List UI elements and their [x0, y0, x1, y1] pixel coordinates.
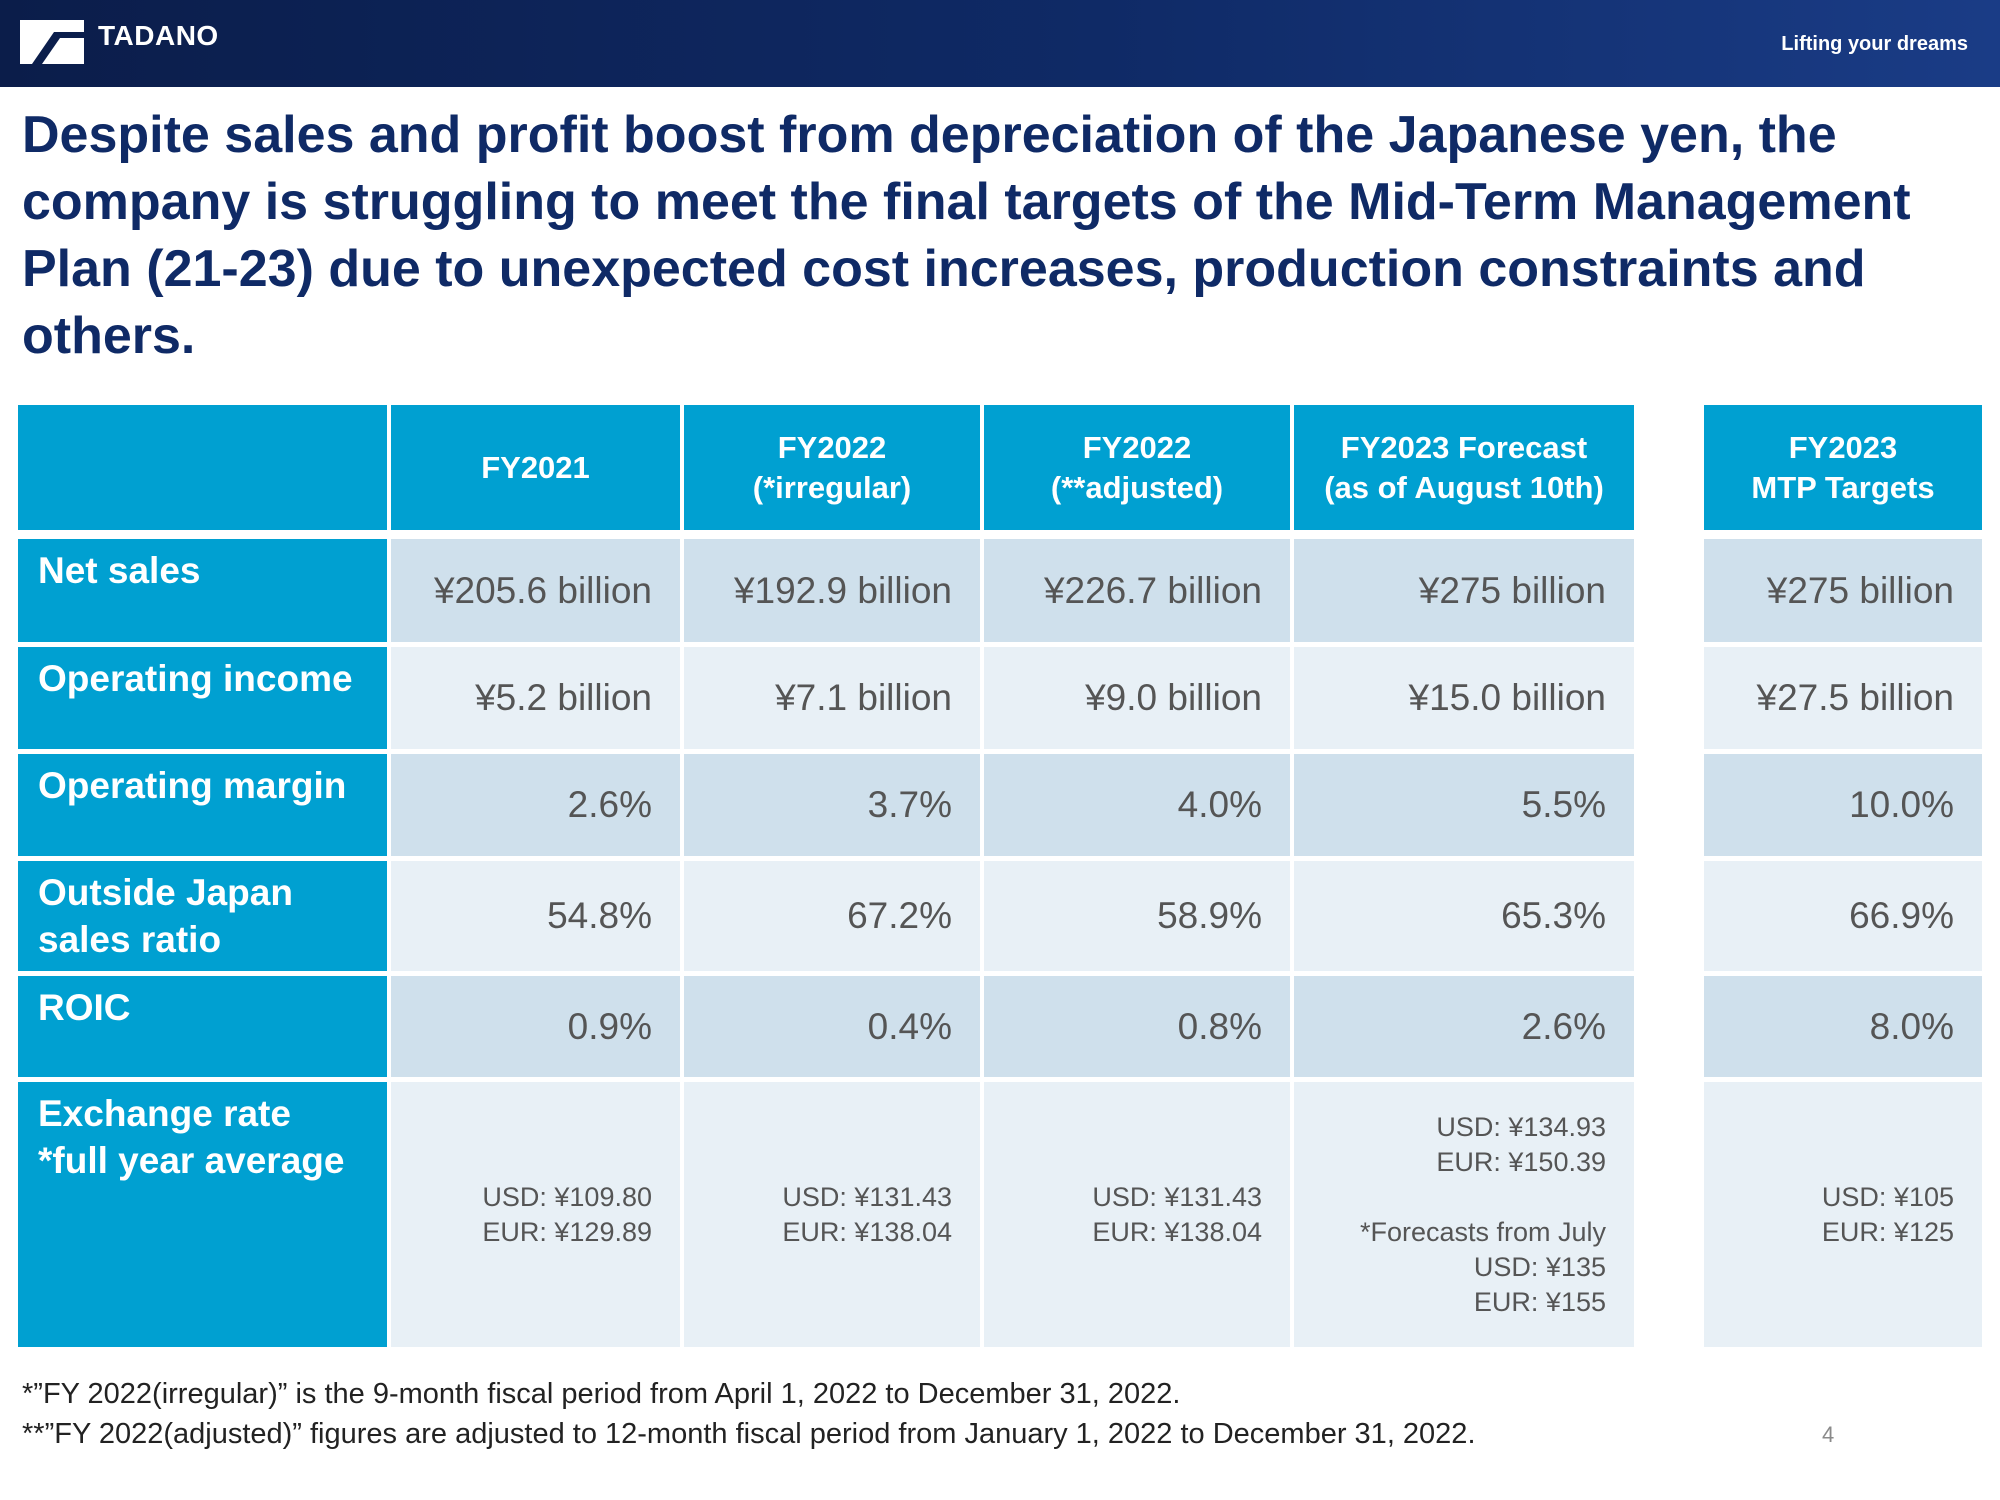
usd-rate-july: USD: ¥135 — [1473, 1251, 1606, 1282]
row-label-text-line2: *full year average — [38, 1140, 345, 1181]
footnote-irregular: *”FY 2022(irregular)” is the 9-month fis… — [22, 1378, 1181, 1410]
row-label-net-sales: Net sales — [18, 539, 387, 642]
row-label-operating-income: Operating income — [18, 647, 387, 749]
value-cell: ¥226.7 billion — [984, 539, 1290, 642]
eur-rate: EUR: ¥138.04 — [1092, 1216, 1262, 1247]
usd-rate: USD: ¥134.93 — [1436, 1111, 1606, 1142]
exchange-rate-cell: USD: ¥134.93 EUR: ¥150.39 *Forecasts fro… — [1294, 1082, 1634, 1347]
column-header-line2: (**adjusted) — [1050, 469, 1224, 505]
value-cell: 2.6% — [391, 754, 680, 856]
value-cell: ¥9.0 billion — [984, 647, 1290, 749]
usd-rate: USD: ¥109.80 — [482, 1181, 652, 1212]
page-title: Despite sales and profit boost from depr… — [22, 106, 1911, 365]
column-header-fy2023-forecast: FY2023 Forecast (as of August 10th) — [1294, 405, 1634, 530]
column-header-line2: (as of August 10th) — [1324, 469, 1604, 505]
column-header-fy2022-adjusted: FY2022 (**adjusted) — [984, 405, 1290, 530]
row-label-text: ROIC — [38, 987, 131, 1028]
column-header-line1: FY2021 — [481, 449, 590, 485]
value-cell: 3.7% — [684, 754, 980, 856]
forecast-note: *Forecasts from July — [1359, 1216, 1606, 1247]
column-header-mtp-targets: FY2023 MTP Targets — [1704, 405, 1982, 530]
exchange-rate-cell: USD: ¥131.43 EUR: ¥138.04 — [684, 1082, 980, 1347]
exchange-rate-cell: USD: ¥131.43 EUR: ¥138.04 — [984, 1082, 1290, 1347]
value-cell: 54.8% — [391, 861, 680, 971]
row-label-outside-japan-sales-ratio: Outside Japan sales ratio — [18, 861, 387, 971]
value-cell: ¥192.9 billion — [684, 539, 980, 642]
header-corner — [18, 405, 387, 530]
row-label-text: Net sales — [38, 550, 201, 591]
value-cell: 8.0% — [1704, 976, 1982, 1077]
row-label-text-line2: sales ratio — [38, 919, 222, 960]
column-header-fy2022-irregular: FY2022 (*irregular) — [684, 405, 980, 530]
eur-rate: EUR: ¥150.39 — [1436, 1146, 1606, 1177]
value-cell: 67.2% — [684, 861, 980, 971]
value-cell: 5.5% — [1294, 754, 1634, 856]
column-header-line1: FY2023 — [1788, 429, 1898, 465]
usd-rate: USD: ¥131.43 — [782, 1181, 952, 1212]
value-cell: 0.8% — [984, 976, 1290, 1077]
page-number: 4 — [1822, 1422, 1835, 1447]
value-cell: ¥205.6 billion — [391, 539, 680, 642]
value-cell: 0.4% — [684, 976, 980, 1077]
row-label-text: Exchange rate — [38, 1093, 291, 1134]
value-cell: 0.9% — [391, 976, 680, 1077]
value-cell: ¥275 billion — [1704, 539, 1982, 642]
value-cell: 65.3% — [1294, 861, 1634, 971]
value-cell: 58.9% — [984, 861, 1290, 971]
value-cell: ¥5.2 billion — [391, 647, 680, 749]
column-header-line2: MTP Targets — [1751, 469, 1935, 505]
usd-rate: USD: ¥105 — [1821, 1181, 1954, 1212]
column-header-line1: FY2022 — [777, 429, 887, 465]
value-cell: ¥275 billion — [1294, 539, 1634, 642]
eur-rate: EUR: ¥125 — [1821, 1216, 1954, 1247]
top-banner: TADANO Lifting your dreams — [0, 0, 2000, 87]
tadano-logo-icon — [20, 20, 84, 64]
value-cell: 10.0% — [1704, 754, 1982, 856]
row-label-operating-margin: Operating margin — [18, 754, 387, 856]
value-cell: ¥7.1 billion — [684, 647, 980, 749]
exchange-rate-cell: USD: ¥105 EUR: ¥125 — [1704, 1082, 1982, 1347]
column-header-fy2021: FY2021 — [391, 405, 680, 530]
column-header-line1: FY2022 — [1082, 429, 1192, 465]
value-cell: ¥15.0 billion — [1294, 647, 1634, 749]
eur-rate: EUR: ¥129.89 — [482, 1216, 652, 1247]
footnote-adjusted: **”FY 2022(adjusted)” figures are adjust… — [22, 1418, 1476, 1450]
row-label-text: Operating income — [38, 658, 353, 699]
row-label-roic: ROIC — [18, 976, 387, 1077]
value-cell: ¥27.5 billion — [1704, 647, 1982, 749]
row-label-exchange-rate: Exchange rate *full year average — [18, 1082, 387, 1347]
column-header-line2: (*irregular) — [752, 469, 912, 505]
value-cell: 4.0% — [984, 754, 1290, 856]
exchange-rate-cell: USD: ¥109.80 EUR: ¥129.89 — [391, 1082, 680, 1347]
tagline: Lifting your dreams — [1781, 33, 1968, 55]
column-header-line1: FY2023 Forecast — [1340, 429, 1588, 465]
brand-name: TADANO — [98, 20, 219, 51]
value-cell: 66.9% — [1704, 861, 1982, 971]
row-label-text: Operating margin — [38, 765, 347, 806]
row-label-text: Outside Japan — [38, 872, 293, 913]
eur-rate: EUR: ¥138.04 — [782, 1216, 952, 1247]
eur-rate-july: EUR: ¥155 — [1473, 1286, 1606, 1317]
usd-rate: USD: ¥131.43 — [1092, 1181, 1262, 1212]
value-cell: 2.6% — [1294, 976, 1634, 1077]
